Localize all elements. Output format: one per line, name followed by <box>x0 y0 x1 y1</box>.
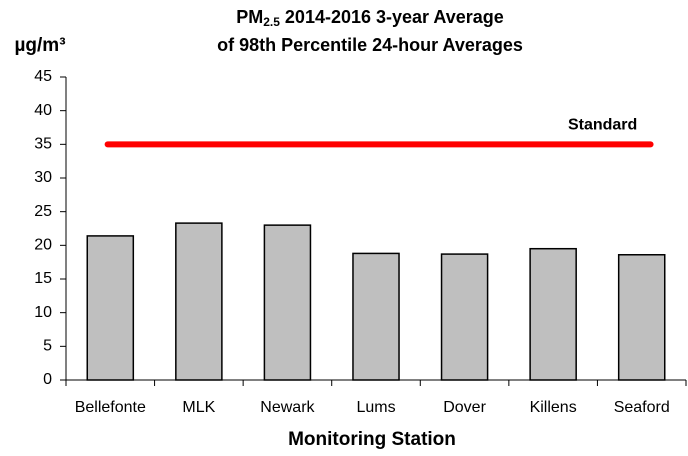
y-tick-label: 45 <box>34 68 52 85</box>
reference-label: Standard <box>568 117 637 134</box>
x-tick-label: Bellefonte <box>75 399 146 416</box>
y-tick-label: 10 <box>34 304 52 321</box>
y-tick-label: 0 <box>43 371 52 388</box>
title-subscript: 2.5 <box>263 15 280 29</box>
y-tick-label: 5 <box>43 338 52 355</box>
y-tick-label: 40 <box>34 102 52 119</box>
y-tick-label: 25 <box>34 203 52 220</box>
x-axis-title: Monitoring Station <box>288 429 456 450</box>
title-part: 2014-2016 3-year Average <box>285 7 504 27</box>
bar <box>86 235 135 381</box>
x-tick-label: Seaford <box>614 399 670 416</box>
x-tick-label: Lums <box>356 399 395 416</box>
bar <box>529 247 577 381</box>
y-tick-label: 35 <box>34 136 52 153</box>
title-part: PM <box>236 7 263 27</box>
x-tick-label: Dover <box>443 399 486 416</box>
bar <box>175 222 223 381</box>
x-tick-label: Newark <box>260 399 315 416</box>
y-axis-title: µg/m³ <box>14 35 65 56</box>
x-tick-label: MLK <box>182 399 215 416</box>
bar <box>352 252 400 381</box>
chart-title: of 98th Percentile 24-hour Averages <box>217 35 523 55</box>
chart-title: PM2.5 2014-2016 3-year Average <box>236 7 504 29</box>
bar <box>617 254 666 381</box>
y-tick-label: 15 <box>34 270 52 287</box>
y-tick-label: 30 <box>34 169 52 186</box>
bar <box>263 224 312 381</box>
bar <box>440 253 489 381</box>
y-tick-label: 20 <box>34 237 52 254</box>
x-tick-label: Killens <box>530 399 577 416</box>
